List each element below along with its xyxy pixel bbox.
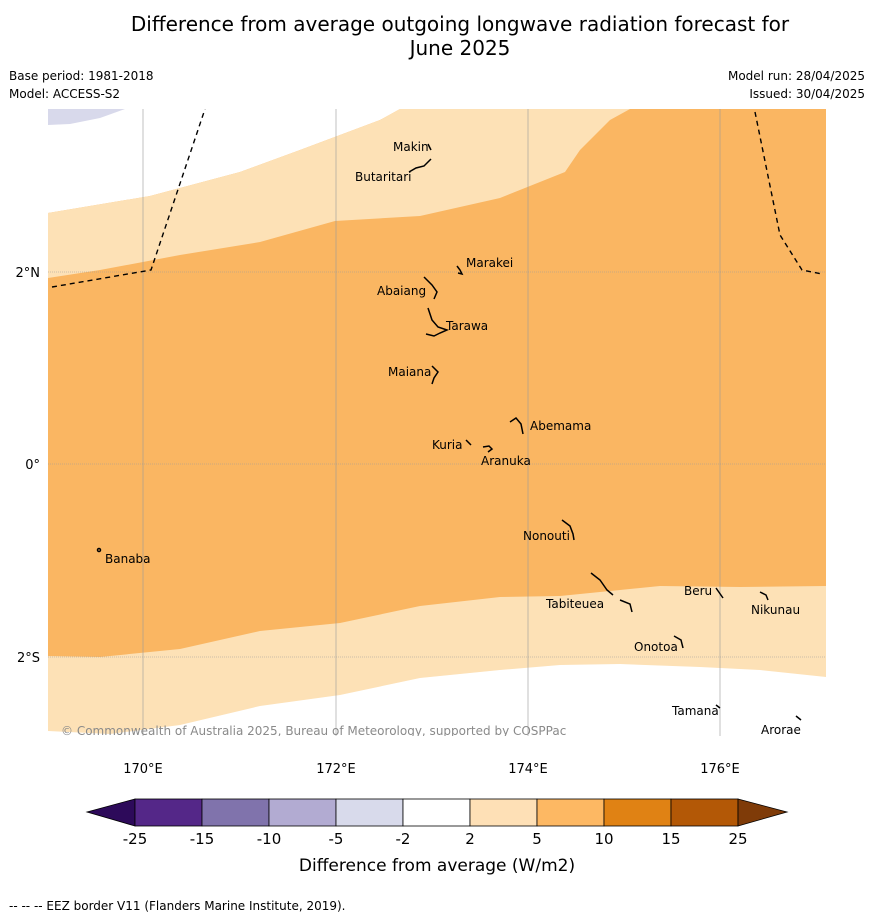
colorbar-extend-low — [85, 798, 136, 827]
place-label-butaritari: Butaritari — [355, 170, 412, 184]
colorbar-tick-label: -5 — [329, 830, 344, 848]
island-nikunau — [759, 591, 769, 601]
anomaly-band-neutral-south — [48, 664, 826, 736]
longitude-labels: 170°E 172°E 174°E 176°E — [123, 762, 740, 777]
copyright-notice: © Commonwealth of Australia 2025, Bureau… — [61, 724, 566, 738]
island-tabiteuea-north — [590, 572, 614, 596]
anomaly-band-negative — [48, 109, 125, 125]
place-label-nonouti: Nonouti — [523, 529, 570, 543]
place-label-abemama: Abemama — [530, 419, 591, 433]
colorbar-segment — [670, 798, 739, 827]
colorbar-segment — [201, 798, 270, 827]
colorbar-segment — [536, 798, 605, 827]
place-label-tarawa: Tarawa — [445, 319, 488, 333]
colorbar-tick-label: 10 — [594, 830, 613, 848]
island-banaba — [96, 547, 102, 553]
colorbar-tick-label: -2 — [396, 830, 411, 848]
island-kuria — [465, 439, 472, 446]
colorbar-tick-label: -15 — [190, 830, 215, 848]
title-line-2: June 2025 — [409, 36, 511, 60]
place-label-onotoa: Onotoa — [634, 640, 678, 654]
place-label-aranuka: Aranuka — [481, 454, 531, 468]
eez-border-west — [51, 109, 206, 288]
island-tarawa — [425, 307, 450, 337]
island-beru — [715, 587, 724, 599]
colorbar-segment — [603, 798, 672, 827]
place-label-nikunau: Nikunau — [751, 603, 800, 617]
eez-border-east — [754, 111, 823, 275]
colorbar-tick-label: 5 — [532, 830, 542, 848]
colorbar-segment — [335, 798, 404, 827]
colorbar-tick-label: -25 — [123, 830, 148, 848]
page-title: Difference from average outgoing longwav… — [0, 12, 873, 60]
anomaly-band-neutral — [48, 109, 400, 213]
gridlines — [48, 109, 826, 736]
place-label-tamana: Tamana — [671, 704, 719, 718]
forecast-meta-left: Base period: 1981-2018 Model: ACCESS-S2 — [9, 67, 154, 103]
model-name: Model: ACCESS-S2 — [9, 87, 121, 101]
island-tabiteuea-south — [619, 599, 633, 613]
island-onotoa — [673, 635, 684, 649]
lon-label: 176°E — [700, 762, 740, 777]
lon-label: 174°E — [508, 762, 548, 777]
forecast-meta-right: Model run: 28/04/2025 Issued: 30/04/2025 — [728, 67, 865, 103]
legend-title: Difference from average (W/m2) — [299, 856, 575, 876]
model-run: Model run: 28/04/2025 — [727, 69, 865, 83]
place-label-maiana: Maiana — [388, 365, 431, 379]
island-butaritari — [408, 158, 432, 173]
island-nonouti — [561, 519, 575, 541]
place-label-banaba: Banaba — [105, 552, 151, 566]
map-frame: Makin Butaritari Marakei Abaiang Tarawa Maian… — [48, 109, 826, 738]
place-label-kuria: Kuria — [432, 438, 463, 452]
colorbar-extend-high — [737, 798, 789, 827]
place-label-beru: Beru — [684, 584, 712, 598]
colorbar-segment — [134, 798, 203, 827]
eez-borders — [51, 109, 823, 288]
place-label-marakei: Marakei — [466, 256, 513, 270]
island-marakei — [456, 265, 464, 276]
island-arorae — [795, 715, 802, 721]
base-period: Base period: 1981-2018 — [9, 69, 154, 83]
latitude-labels: 2°N 0° 2°S — [16, 266, 41, 666]
colorbar-segment — [469, 798, 538, 827]
eez-footnote: -- -- -- EEZ border V11 (Flanders Marine… — [9, 899, 346, 913]
colorbar-legend: -25 -15 -10 -5 -2 2 5 10 15 25 — [85, 798, 789, 848]
colorbar-segment — [402, 798, 471, 827]
colorbar-tick-label: 15 — [661, 830, 680, 848]
island-abaiang — [423, 276, 438, 300]
island-makin — [427, 143, 432, 151]
place-label-tabiteuea: Tabiteuea — [545, 597, 604, 611]
place-label-abaiang: Abaiang — [377, 284, 426, 298]
islands — [96, 143, 802, 721]
island-aranuka — [482, 445, 494, 453]
place-label-arorae: Arorae — [761, 723, 801, 737]
island-tamana — [715, 704, 721, 709]
place-label-makin: Makin — [393, 140, 429, 154]
lat-label: 2°S — [17, 651, 40, 666]
title-line-1: Difference from average outgoing longwav… — [130, 12, 790, 36]
lat-label: 2°N — [16, 266, 41, 281]
issued-date: Issued: 30/04/2025 — [749, 87, 865, 101]
lon-label: 170°E — [123, 762, 163, 777]
colorbar-segment — [268, 798, 337, 827]
anomaly-band-2-5-north — [48, 109, 630, 278]
island-maiana — [431, 365, 439, 385]
place-labels: Makin Butaritari Marakei Abaiang Tarawa Maian… — [105, 140, 801, 737]
lat-label: 0° — [25, 458, 40, 473]
island-abemama — [509, 417, 524, 435]
colorbar-tick-label: -10 — [257, 830, 282, 848]
colorbar-tick-label: 25 — [728, 830, 747, 848]
colorbar-tick-label: 2 — [465, 830, 475, 848]
lon-label: 172°E — [316, 762, 356, 777]
